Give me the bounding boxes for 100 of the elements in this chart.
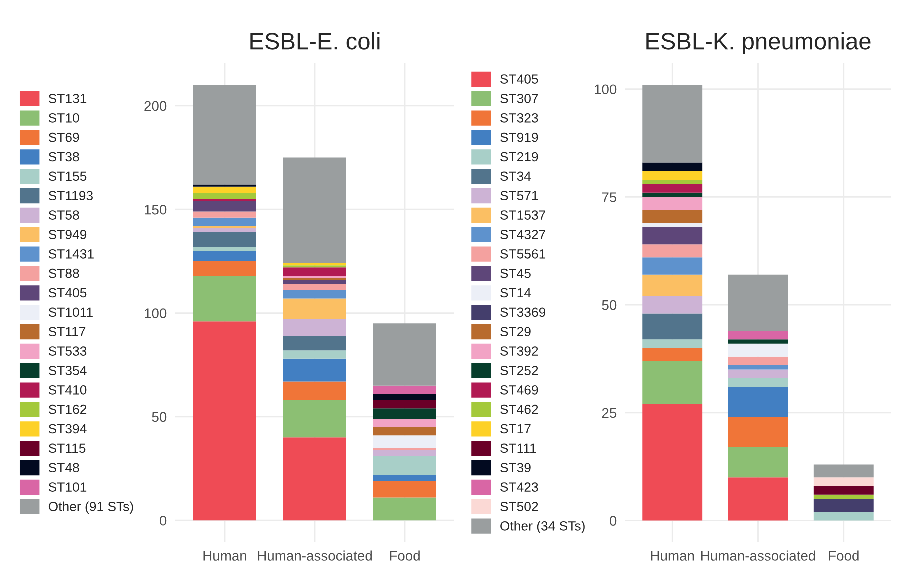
bar [284, 280, 346, 284]
bar [642, 258, 703, 275]
legend-label: ST533 [48, 346, 87, 356]
x-tick-label: Food [390, 550, 420, 561]
legend-label: ST1537 [500, 210, 546, 220]
legend-label: ST405 [500, 74, 538, 84]
bar [374, 394, 436, 400]
bar [642, 184, 703, 193]
x-tick-label: Human [204, 551, 246, 561]
legend-label: ST392 [500, 346, 538, 356]
y-tick-label: 0 [610, 516, 617, 526]
bar [728, 478, 788, 521]
legend-label: ST410 [48, 385, 87, 395]
bar [374, 386, 436, 394]
bar [642, 171, 703, 180]
legend-label: Other (34 STs) [500, 521, 585, 534]
chart-title: ESBL-K. pneumoniae [646, 32, 871, 54]
bar [194, 232, 256, 247]
bar [814, 464, 874, 478]
legend-label: ST219 [500, 152, 538, 162]
bar [194, 246, 256, 252]
bar [284, 400, 346, 438]
legend-label: ST1193 [48, 191, 93, 201]
legend-label: ST162 [48, 404, 87, 414]
legend-label: ST111 [500, 444, 536, 454]
bar [728, 417, 788, 448]
bar [728, 330, 788, 340]
bar [374, 498, 436, 521]
bar [814, 486, 874, 495]
legend-label: ST919 [500, 132, 538, 142]
bar [284, 290, 346, 299]
bar [284, 382, 346, 400]
y-tick-label: 75 [602, 192, 617, 202]
bar [374, 419, 436, 428]
bar [284, 320, 346, 336]
legend-label: ST101 [48, 482, 87, 492]
bar [374, 481, 436, 498]
bar [642, 180, 703, 184]
bar [642, 227, 703, 245]
bar [642, 223, 703, 228]
bar [284, 284, 346, 290]
bar [642, 244, 703, 258]
bar [728, 365, 788, 370]
bar [642, 340, 703, 348]
bar [374, 475, 436, 482]
legend-label: ST88 [48, 268, 80, 278]
bar [194, 85, 256, 185]
bar [284, 336, 346, 351]
legend-label: ST323 [500, 113, 538, 123]
legend-label: ST58 [48, 210, 80, 220]
legend-label: ST48 [48, 463, 80, 473]
bar [642, 192, 703, 198]
x-tick-label: Human-associated [258, 550, 372, 561]
bar [642, 314, 703, 340]
y-tick-label: 50 [152, 412, 167, 422]
x-tick-label: Human [651, 551, 694, 561]
legend-label: ST423 [500, 482, 538, 492]
legend-label: ST354 [48, 366, 87, 376]
y-tick-label: 150 [145, 204, 167, 215]
bar [642, 274, 703, 296]
x-tick-label: Human-associated [701, 550, 816, 561]
legend-label: ST252 [500, 366, 538, 376]
legend-label: ST5561 [500, 249, 546, 259]
bar [728, 356, 788, 366]
bar [194, 186, 256, 194]
y-tick-label: 100 [145, 308, 167, 318]
bar [194, 212, 256, 218]
bar [194, 251, 256, 262]
legend-label: ST3369 [500, 308, 546, 318]
legend-label: ST45 [500, 268, 531, 278]
legend-label: ST34 [500, 172, 532, 182]
bar [374, 324, 436, 386]
bar [642, 162, 703, 172]
bar [642, 197, 703, 210]
legend-label: ST949 [48, 230, 87, 240]
bar [194, 276, 256, 322]
bar [642, 85, 703, 163]
legend-label: ST131 [48, 94, 87, 104]
bar [284, 158, 346, 264]
bar [284, 298, 346, 320]
bar [284, 438, 346, 521]
legend-label: ST29 [500, 327, 531, 337]
legend-label: ST571 [500, 191, 538, 201]
bar [642, 404, 703, 521]
bar [728, 387, 788, 418]
legend-label: ST155 [48, 172, 87, 182]
legend-label: ST115 [48, 444, 86, 454]
bar [728, 378, 788, 388]
legend-label: ST69 [48, 132, 80, 142]
bar [642, 296, 703, 314]
legend-label: ST38 [48, 152, 80, 162]
bar [374, 427, 436, 436]
bar [374, 400, 436, 409]
bar [194, 228, 256, 232]
legend-label: ST17 [500, 424, 531, 434]
y-tick-label: 100 [595, 84, 617, 95]
legend-label: ST307 [500, 94, 538, 104]
bar [814, 512, 874, 521]
bar [374, 450, 436, 456]
bar [814, 478, 874, 486]
